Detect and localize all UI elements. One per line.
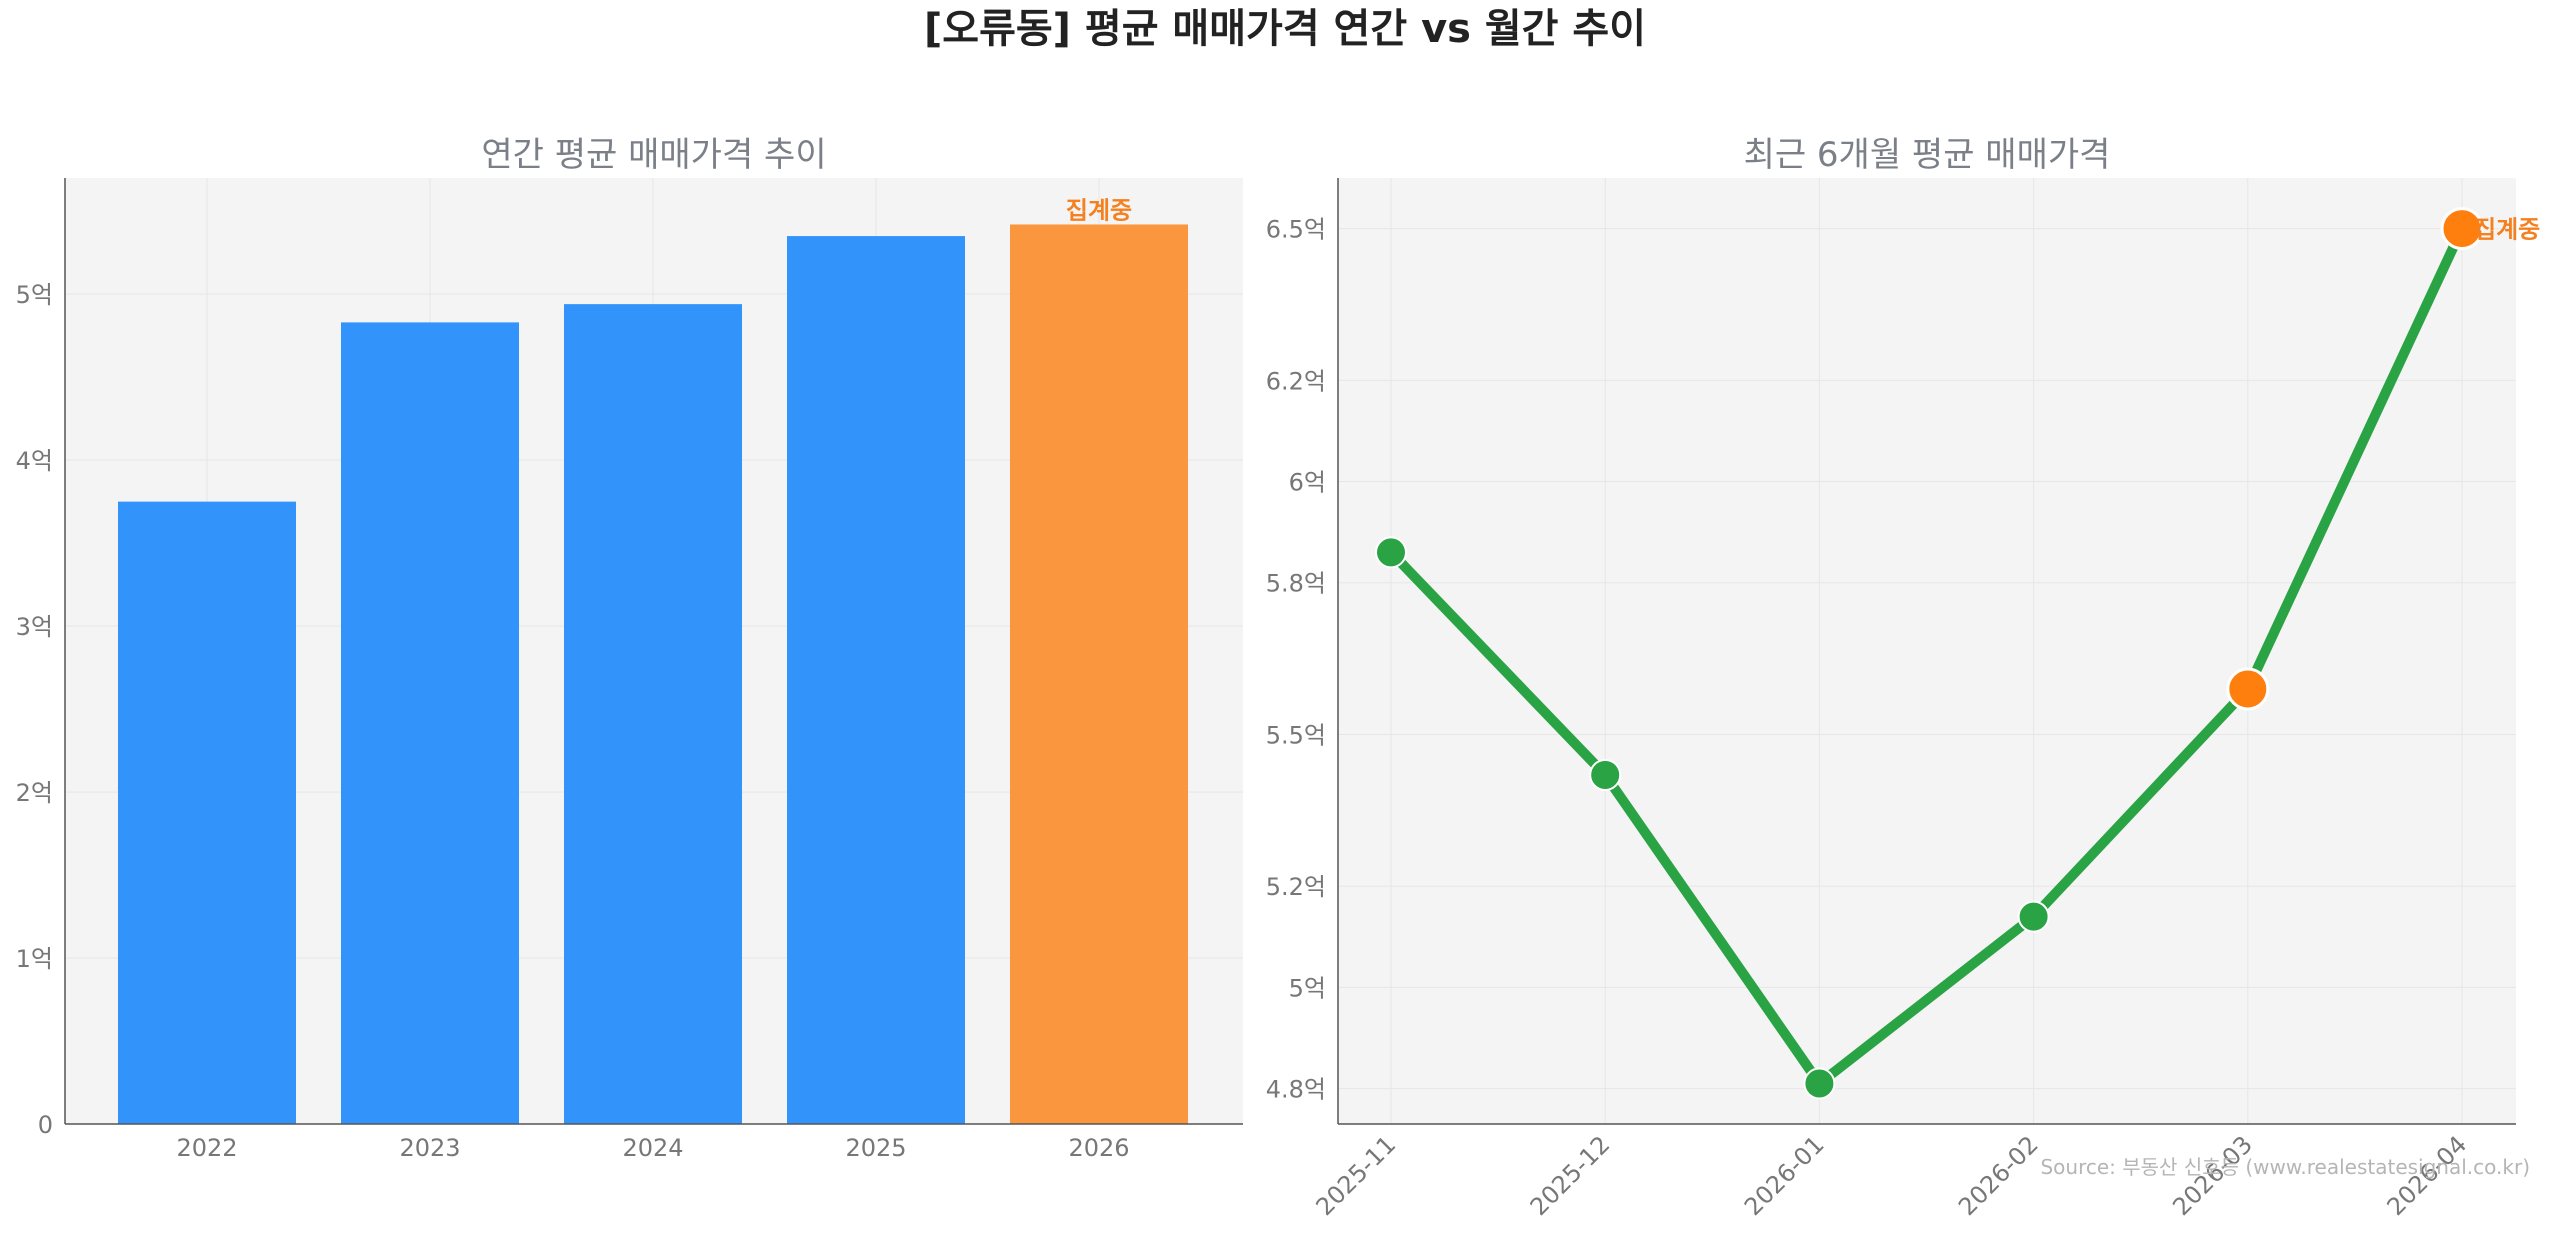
bar-chart-x-tick-label: 2024 xyxy=(622,1134,683,1162)
bar-chart-annotation: 집계중 xyxy=(1066,196,1132,224)
source-note: Source: 부동산 신호등 (www.realestatesignal.co… xyxy=(2040,1155,2530,1179)
line-chart-title: 최근 6개월 평균 매매가격 xyxy=(1744,135,2111,175)
line-chart-y-tick-label: 5억 xyxy=(1289,974,1326,1002)
line-chart-x-tick-label: 2025-12 xyxy=(1525,1130,1616,1221)
bar-chart-bars xyxy=(118,224,1188,1125)
bar-chart-y-tick-label: 0 xyxy=(38,1111,53,1139)
line-chart-panel: 4.8억 5억 5.2억 5.5억 5.8억 6억 6.2억 6.5억 2025-11 2025-… xyxy=(1266,135,2541,1221)
bar-chart-title: 연간 평균 매매가격 추이 xyxy=(481,135,826,175)
line-chart-y-tick-label: 5.5억 xyxy=(1266,721,1326,749)
line-point xyxy=(2017,900,2050,933)
bar-chart-tick-labels: 0 1억 2억 3억 4억 5억 2022 2023 2024 2025 2026 xyxy=(16,281,1130,1162)
line-chart-x-tick-label: 2026-01 xyxy=(1739,1130,1830,1221)
line-chart-annotation: 집계중 xyxy=(2474,216,2540,244)
line-chart-axes xyxy=(1337,178,2516,1125)
line-chart-series xyxy=(1375,207,2484,1100)
line-point xyxy=(1589,758,1622,791)
line-point xyxy=(1803,1067,1836,1100)
line-chart-x-tick-label: 2026-02 xyxy=(1953,1130,2044,1221)
bar-chart-y-tick-label: 4억 xyxy=(16,447,53,475)
bar xyxy=(564,304,742,1125)
line-chart-y-tick-label: 6.2억 xyxy=(1266,367,1326,395)
bar-chart-x-tick-label: 2022 xyxy=(176,1134,237,1162)
line-chart-gridlines xyxy=(1338,178,2516,1124)
line-chart-y-tick-label: 5.8억 xyxy=(1266,570,1326,598)
bar xyxy=(787,236,965,1125)
bar-chart-x-tick-label: 2026 xyxy=(1068,1134,1129,1162)
line-chart-y-tick-label: 5.2억 xyxy=(1266,873,1326,901)
figure-title: [오류동] 평균 매매가격 연간 vs 월간 추이 xyxy=(924,6,1646,52)
bar-chart-y-tick-label: 2억 xyxy=(16,779,53,807)
bar-chart-x-tick-label: 2023 xyxy=(399,1134,460,1162)
line-point-highlight xyxy=(2440,207,2484,251)
line-chart-y-tick-label: 6.5억 xyxy=(1266,216,1326,244)
line-series xyxy=(1386,223,2467,1089)
bar-chart-y-tick-label: 1억 xyxy=(16,945,53,973)
line-point-highlight xyxy=(2226,667,2270,711)
bar-chart-panel: 0 1억 2억 3억 4억 5억 2022 2023 2024 2025 2026 연간 평균 매매… xyxy=(16,135,1243,1162)
line-chart-x-tick-label: 2025-11 xyxy=(1311,1130,1402,1221)
line-chart-plot-area xyxy=(1338,178,2516,1124)
line-chart-y-tick-label: 6억 xyxy=(1289,469,1326,497)
bar-partial-year xyxy=(1010,224,1188,1125)
bar-chart-x-tick-label: 2025 xyxy=(845,1134,906,1162)
bar xyxy=(341,322,519,1124)
line-point xyxy=(1375,536,1407,569)
bar-chart-y-tick-label: 5억 xyxy=(16,281,53,309)
line-chart-y-tick-label: 4.8억 xyxy=(1266,1076,1326,1104)
bar-chart-y-tick-label: 3억 xyxy=(16,613,53,641)
bar-chart-axes xyxy=(64,178,1243,1125)
bar xyxy=(118,501,296,1124)
